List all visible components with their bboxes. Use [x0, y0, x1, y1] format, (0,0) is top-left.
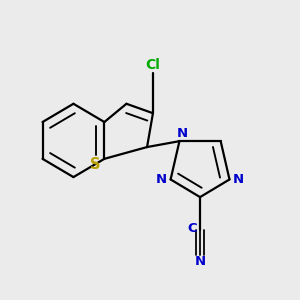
Text: N: N: [156, 173, 167, 186]
Text: N: N: [177, 127, 188, 140]
Text: Cl: Cl: [146, 58, 160, 72]
Text: N: N: [194, 255, 206, 268]
Text: C: C: [187, 221, 196, 235]
Text: N: N: [233, 173, 244, 186]
Text: S: S: [90, 157, 101, 172]
